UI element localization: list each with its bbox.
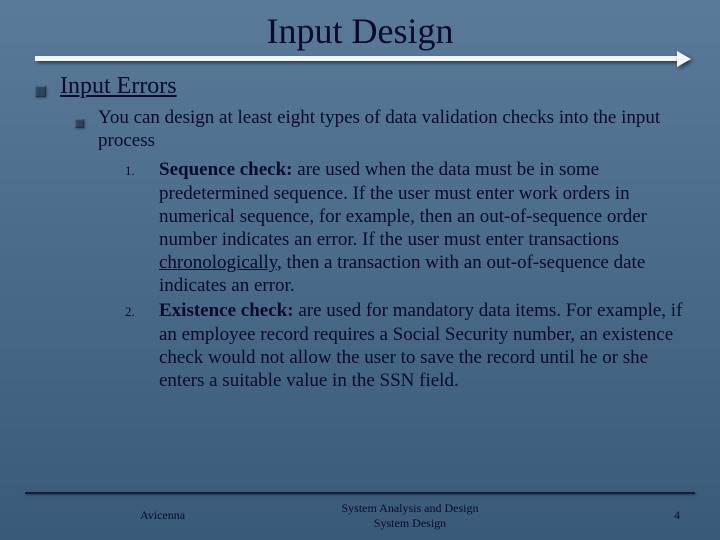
footer-rule <box>25 492 695 494</box>
item-text: Sequence check: are used when the data m… <box>159 158 695 297</box>
title-arrow-rule <box>35 56 685 61</box>
slide-title: Input Design <box>25 10 695 52</box>
sub-section: You can design at least eight types of d… <box>35 106 695 392</box>
footer: Avicenna System Analysis and Design Syst… <box>0 501 720 530</box>
page-number: 4 <box>500 508 690 523</box>
item-number: 1. <box>125 158 139 297</box>
bullet-icon <box>35 86 46 97</box>
subtitle-row: Input Errors <box>35 73 695 100</box>
section: Input Errors You can design at least eig… <box>25 73 695 392</box>
item-text: Existence check: are used for mandatory … <box>159 299 695 392</box>
list-item: 2. Existence check: are used for mandato… <box>125 299 695 392</box>
slide-container: Input Design Input Errors You can design… <box>0 0 720 540</box>
intro-row: You can design at least eight types of d… <box>75 106 695 152</box>
list-item: 1. Sequence check: are used when the dat… <box>125 158 695 297</box>
footer-center: System Analysis and Design System Design <box>320 501 500 530</box>
intro-text: You can design at least eight types of d… <box>98 106 695 152</box>
bullet-icon <box>75 119 84 128</box>
subtitle: Input Errors <box>60 73 177 100</box>
item-number: 2. <box>125 299 139 392</box>
footer-author: Avicenna <box>30 508 320 523</box>
numbered-list: 1. Sequence check: are used when the dat… <box>75 158 695 392</box>
